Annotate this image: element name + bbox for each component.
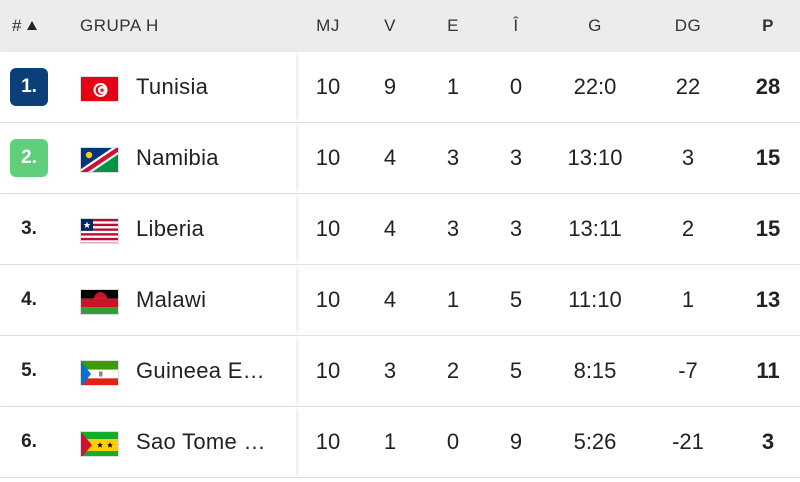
table-row[interactable]: 4. Malawi 10 4 1 5 11:10 1 13 [0, 265, 800, 336]
draws: 0 [446, 429, 460, 454]
row-sticky-shade [0, 194, 296, 264]
team-name[interactable]: Tunisia [136, 74, 209, 99]
wins: 3 [383, 358, 397, 383]
team-name[interactable]: Namibia [136, 145, 219, 170]
table-row[interactable]: 5. Guineea E… 10 3 2 5 8:15 -7 11 [0, 336, 800, 407]
table-row[interactable]: 6. Sao Tome … 10 1 0 9 5:26 -21 3 [0, 407, 800, 478]
row-sticky-shade [0, 123, 296, 193]
table-row[interactable]: 3. Liberia 10 4 3 3 13:11 2 15 [0, 194, 800, 265]
wins: 9 [383, 74, 397, 99]
wins: 4 [383, 287, 397, 312]
wins: 4 [383, 145, 397, 170]
rank-header-label: # [12, 16, 22, 35]
rank-badge: 5. [21, 360, 37, 381]
tunisia-flag-icon [80, 76, 119, 102]
sao-tome-flag-icon [80, 431, 119, 457]
losses: 0 [509, 74, 523, 99]
draws: 3 [446, 145, 460, 170]
team-name[interactable]: Sao Tome … [136, 429, 266, 454]
losses: 5 [509, 358, 523, 383]
namibia-flag-icon [80, 147, 119, 173]
equatorial-guinea-flag-icon [80, 360, 119, 386]
points: 15 [755, 216, 781, 241]
goals: 5:26 [573, 429, 617, 454]
draws: 1 [446, 287, 460, 312]
rank-badge: 4. [21, 289, 37, 310]
dg-column-header[interactable]: DG [674, 16, 702, 35]
points: 11 [756, 358, 780, 383]
table-header: # GRUPA H MJ V E Î G DG P [0, 0, 800, 52]
matches-played: 10 [315, 429, 341, 454]
goals: 11:10 [568, 287, 622, 312]
rank-badge: 6. [21, 431, 37, 452]
goal-difference: 1 [681, 287, 695, 312]
sort-ascending-icon[interactable] [26, 21, 37, 30]
malawi-flag-icon [80, 289, 119, 315]
table-row[interactable]: 1. Tunisia 10 9 1 0 22:0 22 28 [0, 52, 800, 123]
points: 3 [761, 429, 775, 454]
team-name[interactable]: Liberia [136, 216, 205, 241]
matches-played: 10 [315, 216, 341, 241]
goal-difference: -21 [672, 429, 704, 454]
rank-badge: 2. [10, 139, 48, 177]
i-column-header[interactable]: Î [513, 16, 519, 35]
wins: 4 [383, 216, 397, 241]
v-column-header[interactable]: V [384, 16, 396, 35]
rank-badge: 1. [10, 68, 48, 106]
g-column-header[interactable]: G [588, 16, 602, 35]
losses: 3 [509, 145, 523, 170]
goal-difference: -7 [678, 358, 698, 383]
draws: 1 [446, 74, 460, 99]
goals: 13:11 [568, 216, 622, 241]
group-column-header: GRUPA H [80, 16, 159, 35]
losses: 3 [509, 216, 523, 241]
points: 13 [755, 287, 781, 312]
row-sticky-shade [0, 336, 296, 406]
mj-column-header[interactable]: MJ [316, 16, 340, 35]
goals: 8:15 [573, 358, 617, 383]
row-sticky-shade [0, 52, 296, 122]
wins: 1 [383, 429, 397, 454]
rank-column-header[interactable]: # [12, 0, 37, 52]
goal-difference: 2 [681, 216, 695, 241]
team-name[interactable]: Malawi [136, 287, 207, 312]
e-column-header[interactable]: E [447, 16, 459, 35]
goal-difference: 22 [675, 74, 701, 99]
points: 28 [755, 74, 781, 99]
table-row[interactable]: 2. Namibia 10 4 3 3 13:10 3 15 [0, 123, 800, 194]
draws: 3 [446, 216, 460, 241]
draws: 2 [446, 358, 460, 383]
matches-played: 10 [315, 287, 341, 312]
losses: 9 [509, 429, 523, 454]
matches-played: 10 [315, 358, 341, 383]
goals: 13:10 [567, 145, 623, 170]
p-column-header[interactable]: P [762, 16, 774, 35]
team-name[interactable]: Guineea E… [136, 358, 265, 383]
rank-badge: 3. [21, 218, 37, 239]
goals: 22:0 [573, 74, 617, 99]
liberia-flag-icon [80, 218, 119, 244]
matches-played: 10 [315, 145, 341, 170]
matches-played: 10 [315, 74, 341, 99]
points: 15 [755, 145, 781, 170]
row-sticky-shade [0, 265, 296, 335]
goal-difference: 3 [681, 145, 695, 170]
losses: 5 [509, 287, 523, 312]
row-sticky-shade [0, 407, 296, 477]
